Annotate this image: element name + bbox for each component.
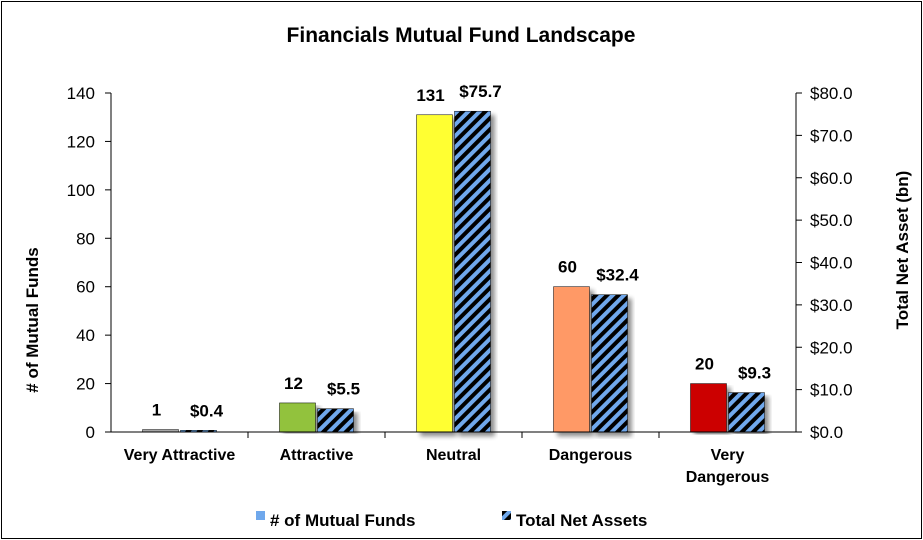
left-tick-label: 20: [76, 375, 95, 394]
data-label-assets: $75.7: [459, 82, 502, 101]
axes-lines: [110, 93, 797, 438]
data-label-funds: 60: [558, 258, 577, 277]
category-label: Dangerous: [686, 469, 770, 486]
bars-group: [142, 110, 765, 433]
legend-label-funds: # of Mutual Funds: [270, 511, 415, 530]
left-tick-label: 140: [67, 84, 95, 103]
legend-label-assets: Total Net Assets: [516, 511, 647, 530]
data-label-assets: $32.4: [596, 266, 639, 285]
right-y-axis: $0.0 $10.0 $20.0 $30.0 $40.0 $50.0 $60.0 $70.0 $…: [796, 84, 853, 442]
right-tick-label: $50.0: [810, 211, 853, 230]
category-label: Attractive: [280, 447, 354, 464]
bar-mutual-funds: [690, 383, 727, 433]
category-label: Very Attractive: [124, 447, 236, 464]
bar-net-assets: [454, 110, 491, 433]
data-labels: 1 $0.4 12 $5.5 131 $75.7 60 $32.4 20 $9.3: [152, 82, 771, 420]
left-tick-label: 60: [76, 278, 95, 297]
right-tick-label: $0.0: [810, 423, 843, 442]
bar-mutual-funds: [553, 286, 590, 433]
data-label-assets: $0.4: [190, 401, 224, 420]
data-label-funds: 1: [152, 401, 161, 420]
left-y-axis: 0 20 40 60 80 100 120 140: [67, 84, 111, 442]
right-tick-label: $60.0: [810, 169, 853, 188]
right-axis-title: Total Net Asset (bn): [893, 171, 912, 330]
left-axis-title: # of Mutual Funds: [23, 247, 42, 392]
bar-net-assets: [591, 294, 628, 433]
category-label: Very: [711, 447, 745, 464]
left-tick-label: 40: [76, 326, 95, 345]
legend-swatch-assets: [502, 511, 511, 520]
data-label-funds: 20: [695, 355, 714, 374]
category-label: Dangerous: [549, 447, 633, 464]
data-label-assets: $9.3: [738, 364, 771, 383]
right-tick-label: $20.0: [810, 338, 853, 357]
bar-mutual-funds: [279, 402, 316, 433]
right-tick-label: $10.0: [810, 381, 853, 400]
category-label: Neutral: [426, 447, 481, 464]
right-tick-label: $40.0: [810, 254, 853, 273]
left-tick-label: 80: [76, 229, 95, 248]
bar-mutual-funds: [416, 114, 453, 433]
category-labels: Very Attractive Attractive Neutral Dangerou…: [124, 447, 770, 486]
left-tick-label: 120: [67, 132, 95, 151]
chart-title: Financials Mutual Fund Landscape: [287, 24, 636, 47]
data-label-funds: 12: [284, 374, 303, 393]
legend-swatch-funds: [256, 511, 265, 520]
left-tick-label: 100: [67, 181, 95, 200]
right-tick-label: $80.0: [810, 84, 853, 103]
bar-net-assets: [728, 392, 765, 433]
bar-net-assets: [317, 408, 354, 433]
data-label-funds: 131: [416, 86, 444, 105]
data-label-assets: $5.5: [327, 380, 360, 399]
legend: # of Mutual Funds Total Net Assets: [256, 511, 647, 530]
right-tick-label: $70.0: [810, 126, 853, 145]
right-tick-label: $30.0: [810, 296, 853, 315]
left-tick-label: 0: [86, 423, 95, 442]
